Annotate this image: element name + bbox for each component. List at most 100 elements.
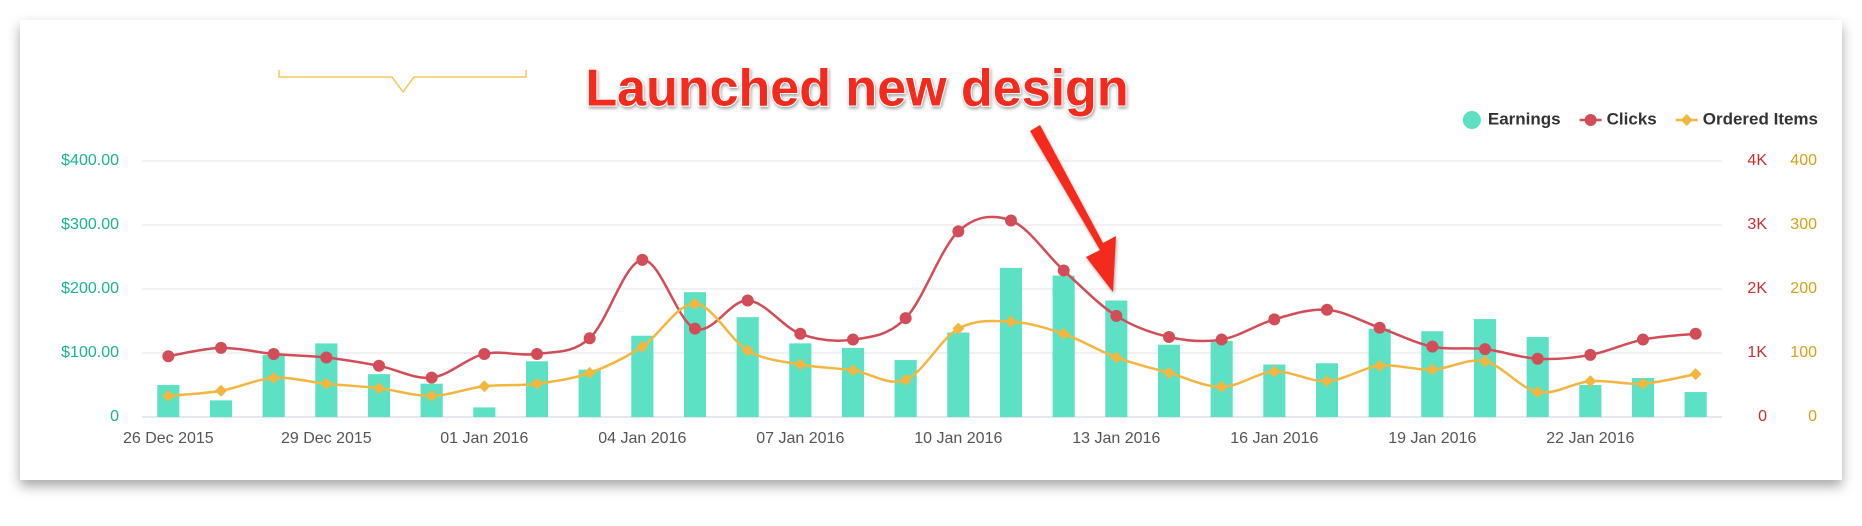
point bbox=[1005, 214, 1017, 227]
bar bbox=[841, 347, 865, 417]
y2-tick-label: 3K bbox=[1747, 216, 1767, 233]
point bbox=[1373, 321, 1386, 334]
y-tick-label: 0 bbox=[110, 408, 119, 425]
point bbox=[267, 347, 280, 360]
point bbox=[1321, 375, 1333, 388]
bar bbox=[894, 360, 917, 417]
x-tick-label: 29 Dec 2015 bbox=[281, 430, 372, 447]
point bbox=[741, 344, 754, 357]
y-tick-label: $100.00 bbox=[61, 344, 119, 361]
point bbox=[1373, 359, 1386, 372]
bar bbox=[473, 407, 496, 417]
y2-tick-label: 1K bbox=[1747, 344, 1767, 361]
x-tick-label: 04 Jan 2016 bbox=[598, 430, 686, 447]
point bbox=[899, 312, 912, 325]
tooltip-stub bbox=[278, 70, 527, 94]
point bbox=[952, 225, 965, 238]
bar bbox=[631, 335, 654, 417]
bar bbox=[1157, 344, 1181, 417]
point bbox=[583, 366, 596, 379]
bar bbox=[1526, 337, 1549, 417]
bar bbox=[1631, 377, 1655, 417]
legend-label: Clicks bbox=[1607, 109, 1657, 128]
bar bbox=[262, 354, 285, 417]
y2-tick-label: 0 bbox=[1758, 408, 1767, 425]
y3-tick-label: 100 bbox=[1790, 344, 1817, 361]
point bbox=[847, 364, 859, 377]
point bbox=[373, 359, 385, 372]
bar bbox=[999, 267, 1023, 417]
point bbox=[1531, 386, 1544, 399]
point bbox=[1215, 380, 1228, 393]
point bbox=[1637, 377, 1649, 390]
point bbox=[267, 371, 280, 384]
point bbox=[531, 347, 543, 360]
bar bbox=[1315, 363, 1339, 417]
point bbox=[215, 384, 227, 397]
point bbox=[320, 377, 333, 390]
point bbox=[425, 371, 438, 384]
point bbox=[1584, 375, 1597, 388]
point bbox=[1321, 303, 1333, 316]
point bbox=[1531, 352, 1544, 365]
x-tick-label: 10 Jan 2016 bbox=[914, 430, 1002, 447]
point bbox=[1110, 309, 1123, 322]
point bbox=[162, 389, 175, 402]
point bbox=[741, 294, 754, 307]
point bbox=[1215, 333, 1228, 346]
point bbox=[531, 377, 543, 390]
bar bbox=[578, 369, 601, 417]
point bbox=[689, 297, 701, 310]
annotation-arrow bbox=[1030, 125, 1116, 292]
point bbox=[1110, 351, 1123, 364]
bar bbox=[1263, 364, 1286, 417]
point bbox=[373, 382, 385, 395]
y3-tick-label: 400 bbox=[1790, 152, 1817, 169]
point bbox=[478, 380, 491, 393]
legend-label: Ordered Items bbox=[1703, 109, 1818, 128]
bar bbox=[1210, 340, 1233, 417]
point bbox=[794, 327, 807, 340]
y-tick-label: $300.00 bbox=[61, 216, 119, 233]
point bbox=[478, 347, 491, 360]
bar bbox=[1368, 328, 1391, 417]
point bbox=[636, 340, 649, 353]
x-tick-label: 22 Jan 2016 bbox=[1546, 430, 1634, 447]
legend-marker bbox=[1584, 114, 1597, 126]
point bbox=[1163, 331, 1175, 343]
x-tick-label: 01 Jan 2016 bbox=[440, 430, 528, 447]
bar bbox=[1684, 392, 1707, 417]
point bbox=[1584, 348, 1597, 361]
point bbox=[1426, 340, 1439, 353]
legend: Ordered Items Clicks Earnings bbox=[1462, 109, 1818, 129]
bar bbox=[367, 374, 391, 417]
bar bbox=[1473, 319, 1497, 417]
point bbox=[1426, 363, 1439, 376]
point bbox=[1479, 343, 1491, 356]
point bbox=[583, 332, 596, 345]
point bbox=[1689, 327, 1702, 340]
annotation: Launched new design bbox=[585, 60, 1128, 118]
bar bbox=[789, 343, 812, 417]
point bbox=[794, 358, 807, 371]
legend-marker bbox=[1680, 114, 1693, 126]
point bbox=[1057, 264, 1070, 277]
bar bbox=[683, 292, 707, 417]
point bbox=[689, 322, 701, 335]
y3-tick-label: 200 bbox=[1790, 280, 1817, 297]
bar bbox=[1052, 275, 1075, 417]
x-tick-label: 19 Jan 2016 bbox=[1388, 430, 1476, 447]
point bbox=[952, 322, 965, 335]
point bbox=[1005, 315, 1017, 328]
point bbox=[1268, 365, 1281, 378]
legend-label: Earnings bbox=[1488, 109, 1561, 128]
y3-tick-label: 0 bbox=[1808, 408, 1817, 425]
point bbox=[636, 253, 649, 266]
point bbox=[1268, 313, 1281, 326]
bar bbox=[947, 332, 970, 417]
bar bbox=[209, 400, 233, 417]
x-tick-label: 13 Jan 2016 bbox=[1072, 430, 1160, 447]
x-tick-label: 26 Dec 2015 bbox=[123, 430, 214, 447]
y-tick-label: $400.00 bbox=[61, 152, 119, 169]
